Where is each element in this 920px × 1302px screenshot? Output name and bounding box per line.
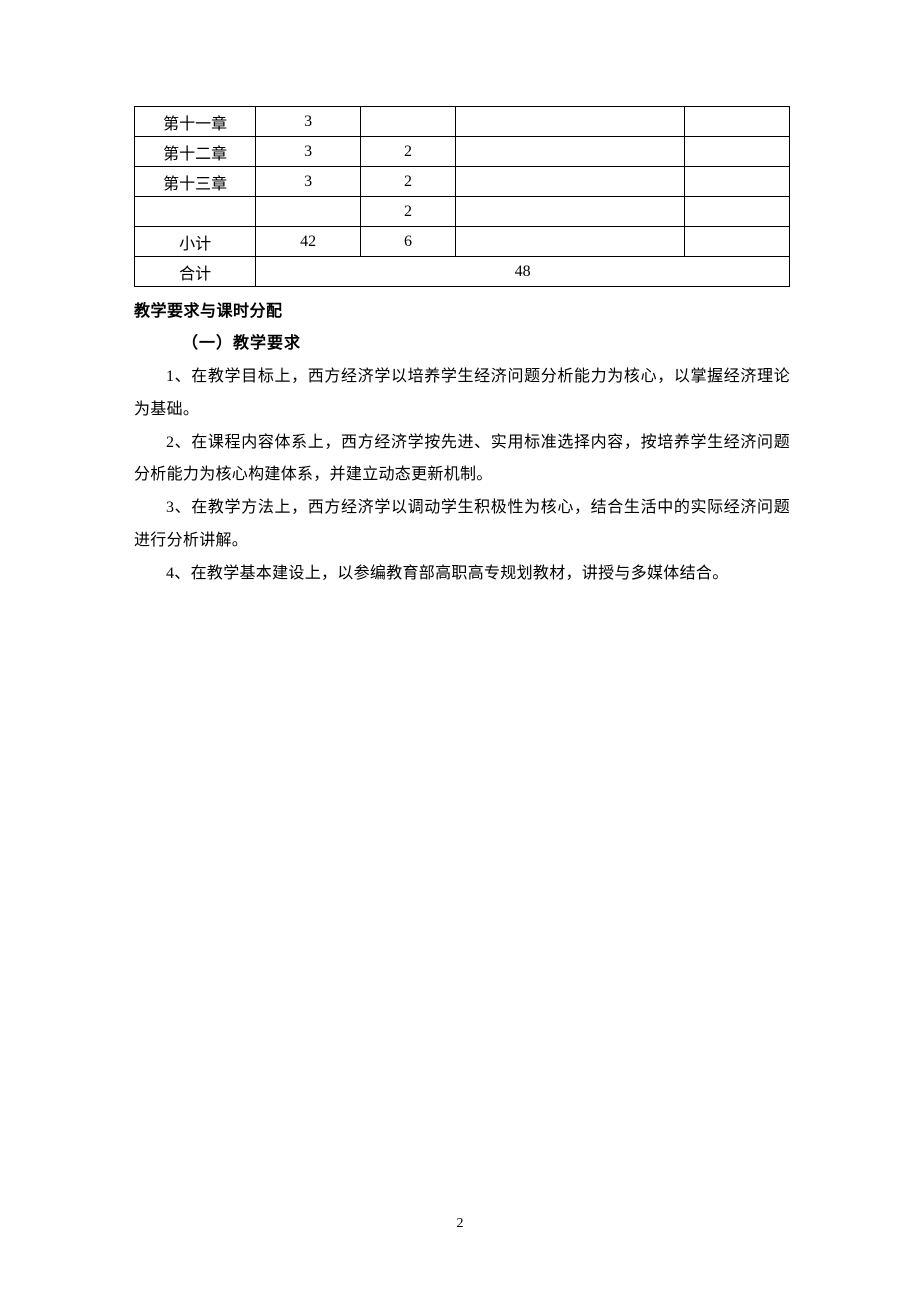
cell-val xyxy=(360,107,455,137)
cell-val: 3 xyxy=(256,107,361,137)
cell-val xyxy=(256,197,361,227)
paragraph: 1、在教学目标上，西方经济学以培养学生经济问题分析能力为核心，以掌握经济理论为基… xyxy=(134,361,790,427)
cell-val xyxy=(685,137,790,167)
cell-chapter: 第十二章 xyxy=(135,137,256,167)
table-row: 2 xyxy=(135,197,790,227)
document-page: 第十一章 3 第十二章 3 2 第十三章 3 2 xyxy=(0,0,920,591)
cell-chapter xyxy=(135,197,256,227)
cell-val xyxy=(455,197,684,227)
cell-val: 2 xyxy=(360,167,455,197)
cell-val xyxy=(455,107,684,137)
page-number: 2 xyxy=(0,1216,920,1232)
cell-val: 3 xyxy=(256,167,361,197)
cell-val xyxy=(455,137,684,167)
paragraph: 2、在课程内容体系上，西方经济学按先进、实用标准选择内容，按培养学生经济问题分析… xyxy=(134,427,790,493)
cell-val xyxy=(685,107,790,137)
cell-val xyxy=(685,227,790,257)
table-row: 第十三章 3 2 xyxy=(135,167,790,197)
cell-total-label: 合计 xyxy=(135,257,256,287)
table-body: 第十一章 3 第十二章 3 2 第十三章 3 2 xyxy=(135,107,790,287)
cell-val: 42 xyxy=(256,227,361,257)
cell-val xyxy=(455,227,684,257)
cell-val: 3 xyxy=(256,137,361,167)
heading-main: 教学要求与课时分配 xyxy=(134,297,790,321)
table-row-subtotal: 小计 42 6 xyxy=(135,227,790,257)
cell-val: 2 xyxy=(360,197,455,227)
table-row: 第十二章 3 2 xyxy=(135,137,790,167)
cell-val: 6 xyxy=(360,227,455,257)
cell-chapter: 第十三章 xyxy=(135,167,256,197)
cell-val xyxy=(455,167,684,197)
hours-table: 第十一章 3 第十二章 3 2 第十三章 3 2 xyxy=(134,106,790,287)
cell-val xyxy=(685,167,790,197)
heading-sub: （一）教学要求 xyxy=(134,329,790,353)
table-row-total: 合计 48 xyxy=(135,257,790,287)
cell-subtotal-label: 小计 xyxy=(135,227,256,257)
paragraph: 4、在教学基本建设上，以参编教育部高职高专规划教材，讲授与多媒体结合。 xyxy=(134,558,790,591)
paragraph: 3、在教学方法上，西方经济学以调动学生积极性为核心，结合生活中的实际经济问题进行… xyxy=(134,492,790,558)
cell-val xyxy=(685,197,790,227)
cell-chapter: 第十一章 xyxy=(135,107,256,137)
table-row: 第十一章 3 xyxy=(135,107,790,137)
cell-total-value: 48 xyxy=(256,257,790,287)
cell-val: 2 xyxy=(360,137,455,167)
